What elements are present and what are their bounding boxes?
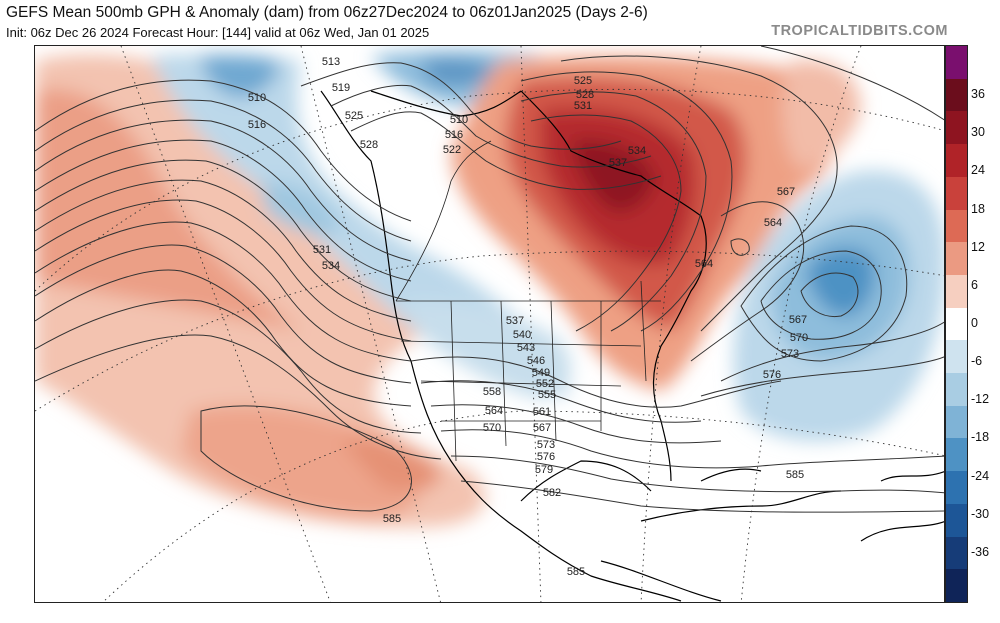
colorbar-segment <box>946 405 967 439</box>
colorbar-segment <box>946 503 967 538</box>
contour-label: 540 <box>513 329 531 341</box>
contour-label: 564 <box>764 217 782 229</box>
contour-label: 585 <box>786 469 804 481</box>
contour-label: 567 <box>533 422 551 434</box>
colorbar-segment <box>946 274 967 309</box>
contour-label: 579 <box>535 464 553 476</box>
contour-label: 549 <box>532 367 550 379</box>
contour-label: 516 <box>445 129 463 141</box>
contour-label: 576 <box>537 451 555 463</box>
contour-label: 510 <box>450 114 468 126</box>
contour-label: 585 <box>383 513 401 525</box>
contour-label: 543 <box>517 342 535 354</box>
contour-label: 567 <box>789 314 807 326</box>
colorbar-tick-label: -12 <box>971 392 990 407</box>
colorbar-segment <box>946 438 967 472</box>
contour-label: 531 <box>574 100 592 112</box>
contour-label: 534 <box>322 260 340 272</box>
contour-label: 531 <box>313 244 331 256</box>
contour-label: 537 <box>609 157 627 169</box>
height-contours <box>35 46 944 513</box>
contour-label: 582 <box>543 487 561 499</box>
contour-label: 516 <box>248 119 266 131</box>
contour-label: 564 <box>695 258 713 270</box>
colorbar-tick-label: 12 <box>971 239 985 254</box>
colorbar-segment <box>946 340 967 374</box>
contour-label: 510 <box>248 92 266 104</box>
contour-label: 528 <box>576 89 594 101</box>
colorbar-segment <box>946 373 967 407</box>
colorbar-segment <box>946 536 967 570</box>
contour-label: 558 <box>483 386 501 398</box>
contour-label: 528 <box>360 139 378 151</box>
colorbar-tick-label: 0 <box>971 316 978 330</box>
colorbar-tick-label: 18 <box>971 201 985 216</box>
contour-label: 567 <box>777 186 795 198</box>
contour-label: 534 <box>628 145 646 157</box>
anomaly-colorbar <box>945 45 968 603</box>
colorbar-tick-label: 6 <box>971 277 978 292</box>
anomaly-map: 513 519 510 516 525 528 510 516 522 525 528 531 537 5… <box>34 45 945 603</box>
graticule <box>35 46 944 602</box>
colorbar-tick-label: -6 <box>971 354 983 369</box>
contour-label: 537 <box>506 315 524 327</box>
brand-watermark: TROPICALTIDBITS.COM <box>771 23 948 39</box>
contour-label: 555 <box>538 389 556 401</box>
colorbar-segment <box>946 307 967 341</box>
colorbar-tick-label: -36 <box>971 544 990 559</box>
colorbar-segment <box>946 78 967 112</box>
contour-labels: 5135195105165255285105165225255285315375… <box>248 56 808 578</box>
contour-label: 570 <box>790 332 808 344</box>
colorbar-segment <box>946 569 967 603</box>
colorbar-tick-label: -18 <box>971 430 990 445</box>
contour-label: 570 <box>483 422 501 434</box>
colorbar-tick-label: 30 <box>971 125 985 140</box>
colorbar-segment <box>946 242 967 276</box>
contour-label: 573 <box>781 348 799 360</box>
colorbar-segment <box>946 144 967 178</box>
contour-label: 546 <box>527 355 545 367</box>
anomaly-shading <box>35 49 944 528</box>
colorbar-segment <box>946 176 967 211</box>
map-subtitle: Init: 06z Dec 26 2024 Forecast Hour: [14… <box>6 25 430 40</box>
map-canvas: 5135195105165255285105165225255285315375… <box>35 46 944 602</box>
contour-label: 561 <box>533 406 551 418</box>
contour-label: 573 <box>537 439 555 451</box>
map-title: GEFS Mean 500mb GPH & Anomaly (dam) from… <box>6 4 648 21</box>
colorbar-segment <box>946 209 967 243</box>
contour-label: 522 <box>443 144 461 156</box>
colorbar-tick-label: -24 <box>971 468 990 483</box>
colorbar-tick-label: 36 <box>971 87 985 102</box>
contour-label: 519 <box>332 82 350 94</box>
contour-label: 525 <box>345 110 363 122</box>
contour-label: 576 <box>763 369 781 381</box>
colorbar-segment <box>946 111 967 145</box>
contour-label: 513 <box>322 56 340 68</box>
colorbar-tick-label: -30 <box>971 506 990 521</box>
contour-label: 525 <box>574 75 592 87</box>
contour-label: 585 <box>567 566 585 578</box>
contour-label: 564 <box>485 405 503 417</box>
colorbar-segment <box>946 46 967 80</box>
contour-label: 552 <box>536 378 554 390</box>
colorbar-segment <box>946 471 967 505</box>
colorbar-tick-label: 24 <box>971 163 985 178</box>
